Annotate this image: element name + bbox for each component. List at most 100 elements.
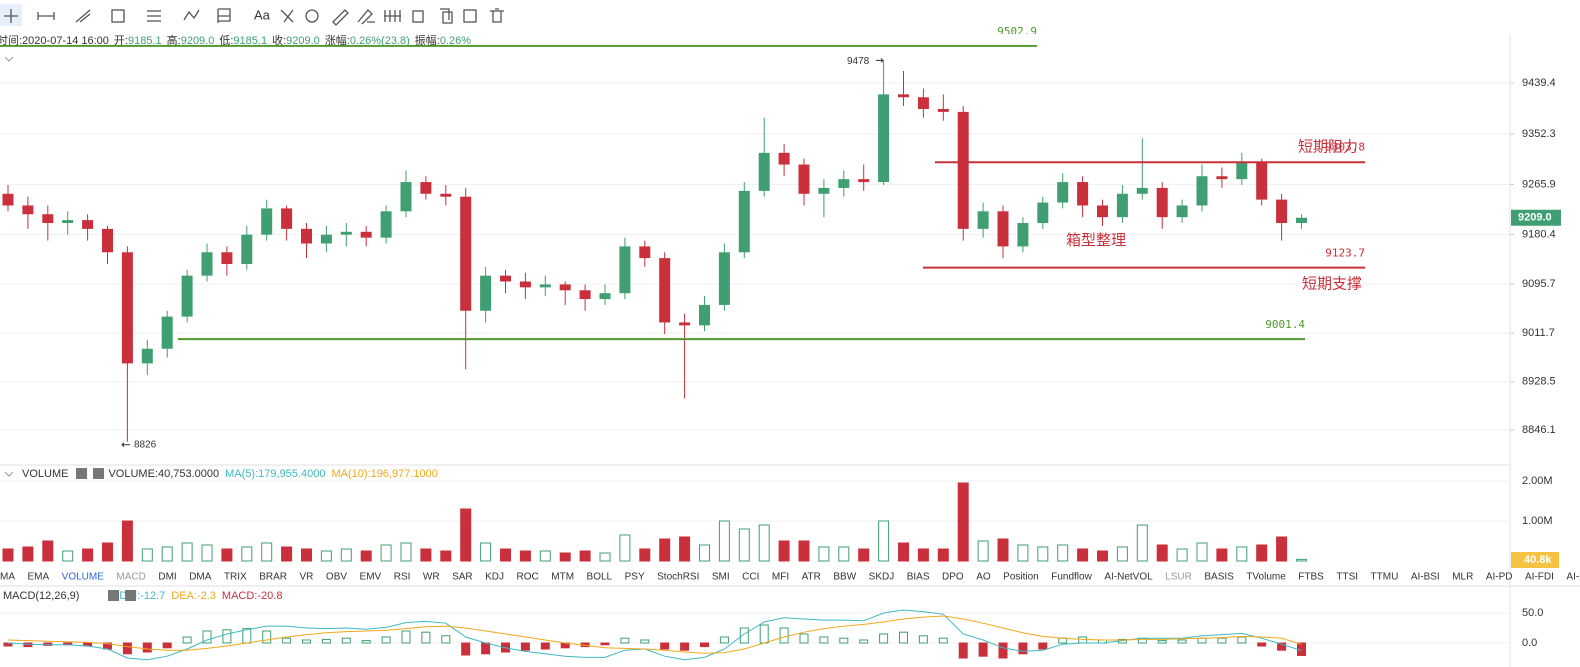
pen-tool[interactable] xyxy=(357,9,375,25)
indicator-tab[interactable]: TVolume xyxy=(1246,572,1286,583)
candle-body xyxy=(261,208,273,235)
volume-bar xyxy=(320,550,332,562)
collapse-arrow[interactable] xyxy=(4,56,14,62)
indicator-tab[interactable]: PSY xyxy=(625,572,645,583)
indicator-tab[interactable]: Position xyxy=(1003,572,1039,583)
delete-tool[interactable] xyxy=(490,8,504,23)
close-button[interactable] xyxy=(125,590,136,601)
macd-bar xyxy=(879,633,889,644)
indicator-tab[interactable]: TTMU xyxy=(1371,572,1399,583)
indicator-tab[interactable]: AI-PD xyxy=(1486,572,1513,583)
candle-body xyxy=(1196,176,1208,206)
indicator-tab[interactable]: RSI xyxy=(394,572,411,583)
indicator-tab[interactable]: AI-LI xyxy=(1566,572,1580,583)
candle-body xyxy=(1116,193,1128,218)
indicator-tab[interactable]: MACD xyxy=(116,572,145,583)
indicator-tab[interactable]: WR xyxy=(423,572,440,583)
macd-bar xyxy=(660,642,670,650)
info-label: 收: xyxy=(272,33,286,47)
text-tool[interactable]: Aa xyxy=(254,7,271,22)
indicator-tab[interactable]: AI-NetVOL xyxy=(1104,572,1153,583)
indicator-tab[interactable]: AI-BSI xyxy=(1411,572,1440,583)
line-tool[interactable] xyxy=(37,12,55,20)
macd-bar xyxy=(1177,639,1187,644)
indicator-tab[interactable]: MLR xyxy=(1452,572,1473,583)
indicator-tab[interactable]: ROC xyxy=(517,572,539,583)
current-price-label: 9209.0 xyxy=(1518,212,1552,224)
ruler-tool[interactable] xyxy=(332,9,349,26)
indicator-tab[interactable]: DMA xyxy=(189,572,212,583)
indicator-tab[interactable]: StochRSI xyxy=(657,572,699,583)
indicator-tab[interactable]: BRAR xyxy=(259,572,287,583)
indicator-tab[interactable]: DPO xyxy=(942,572,964,583)
indicator-tab[interactable]: EMV xyxy=(360,572,382,583)
indicator-tab[interactable]: DMI xyxy=(158,572,176,583)
candle-body xyxy=(1236,161,1248,180)
indicator-tab[interactable]: ATR xyxy=(802,572,821,583)
indicator-tab[interactable]: MTM xyxy=(551,572,574,583)
macd-bar xyxy=(162,642,172,649)
candle-body xyxy=(957,111,969,229)
candle-body xyxy=(480,275,492,311)
indicator-tab[interactable]: TRIX xyxy=(224,572,247,583)
volume-bar xyxy=(1037,546,1049,562)
low-arrow xyxy=(121,442,130,448)
rect-tool[interactable] xyxy=(111,9,125,23)
current-price-tag xyxy=(1511,209,1561,226)
indicator-tab[interactable]: Fundflow xyxy=(1051,572,1092,583)
indicator-tab[interactable]: LSUR xyxy=(1165,572,1192,583)
level-value: 9303.8 xyxy=(1325,140,1365,153)
macd-bar xyxy=(938,637,948,644)
indicator-tab[interactable]: VOLUME xyxy=(62,572,105,583)
candle-body xyxy=(1017,223,1029,247)
candle-body xyxy=(798,164,810,194)
volume-bar xyxy=(2,548,14,562)
settings-button[interactable] xyxy=(76,468,87,479)
volume-bar xyxy=(1256,544,1268,562)
macd-bar xyxy=(1237,636,1247,644)
info-value: 9209.0 xyxy=(286,35,320,47)
measure-tool[interactable] xyxy=(217,8,231,23)
indicator-tab[interactable]: BASIS xyxy=(1204,572,1234,583)
indicator-tab[interactable]: KDJ xyxy=(485,572,504,583)
indicator-tab[interactable]: BIAS xyxy=(907,572,930,583)
hide-tool[interactable] xyxy=(463,9,477,23)
trend-tool[interactable] xyxy=(75,9,91,23)
indicator-tab[interactable]: AI-FDI xyxy=(1525,572,1554,583)
indicator-tab[interactable]: AO xyxy=(976,572,991,583)
indicator-tab[interactable]: SAR xyxy=(452,572,473,583)
lock-tool[interactable] xyxy=(412,10,424,23)
indicator-tab[interactable]: MA xyxy=(0,572,15,583)
magnet-tool[interactable] xyxy=(305,9,319,23)
indicator-tab[interactable]: EMA xyxy=(28,572,50,583)
macd-bar xyxy=(739,627,749,644)
indicator-tab[interactable]: BOLL xyxy=(587,572,613,583)
fib-tool[interactable] xyxy=(147,10,161,22)
volume-bar xyxy=(1156,544,1168,562)
close-button[interactable] xyxy=(93,468,104,479)
volume-header: VOLUME VOLUME:40,753.0000 MA(5):179,955.40… xyxy=(22,468,438,480)
high-arrow xyxy=(876,58,884,63)
macd-dea: DEA:-2.3 xyxy=(171,590,216,602)
indicator-tab[interactable]: BBW xyxy=(833,572,856,583)
indicator-tab[interactable]: OBV xyxy=(326,572,347,583)
macd-dif-line xyxy=(7,609,1302,661)
indicator-tab[interactable]: FTBS xyxy=(1298,572,1324,583)
candle-body xyxy=(400,182,412,212)
macd-bar xyxy=(1277,642,1287,651)
indicator-tab[interactable]: CCI xyxy=(742,572,759,583)
info-value: 9185.1 xyxy=(233,35,267,47)
indicator-tab[interactable]: SMI xyxy=(712,572,730,583)
volume-bar xyxy=(838,546,850,562)
indicator-tab[interactable]: SKDJ xyxy=(869,572,895,583)
candle-body xyxy=(519,281,531,288)
indicator-tab[interactable]: VR xyxy=(300,572,314,583)
wave-tool[interactable] xyxy=(183,9,200,21)
indicator-tab[interactable]: TTSI xyxy=(1336,572,1358,583)
volume-bar xyxy=(539,550,551,562)
eraser-tool[interactable] xyxy=(280,9,294,23)
indicator-tab[interactable]: MFI xyxy=(772,572,789,583)
settings-button[interactable] xyxy=(108,590,119,601)
bar-tool[interactable] xyxy=(384,10,401,22)
copy-tool[interactable] xyxy=(440,8,453,24)
